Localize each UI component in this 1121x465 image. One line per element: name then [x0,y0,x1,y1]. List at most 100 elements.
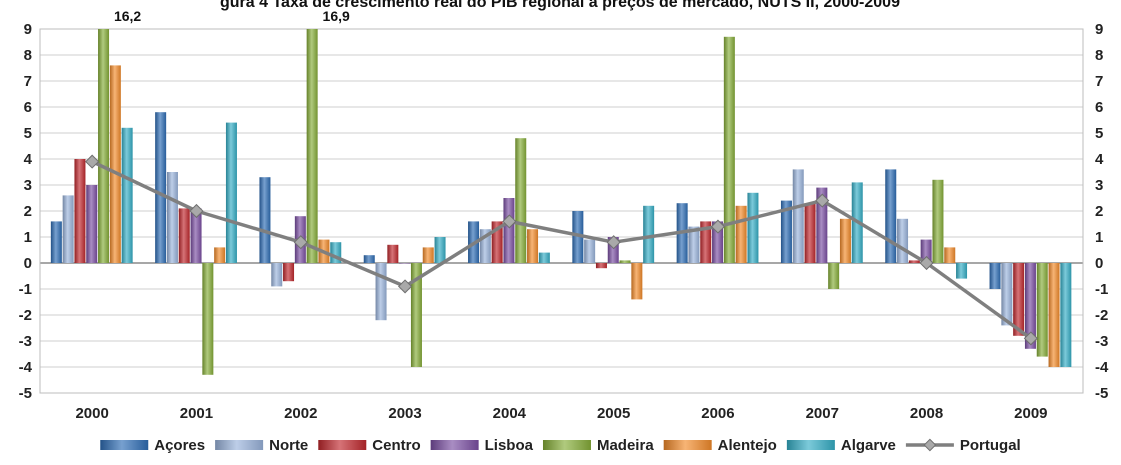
y-tick-label-right: 2 [1095,203,1103,220]
bar-centro-2009 [1013,263,1025,336]
bar-madeira-2002 [306,29,318,263]
bar-norte-2004 [479,229,491,263]
marker-portugal-2001 [189,203,204,219]
y-tick-label-right: 9 [1095,21,1103,38]
bar-alentejo-2006 [735,205,747,263]
bar-acores-2003 [363,255,375,263]
bar-centro-2006 [700,221,712,263]
bar-centro-2001 [178,208,190,263]
legend-label-algarve: Algarve [841,437,896,454]
bar-norte-2007 [792,169,804,263]
x-tick-label: 2004 [493,405,527,422]
legend-swatch-algarve [786,440,835,450]
legend-marker-portugal [923,438,937,452]
x-tick-label: 2003 [388,405,421,422]
bar-madeira-2008 [932,179,944,263]
bar-alentejo-2007 [839,218,851,263]
y-tick-label-left: -4 [19,359,33,376]
bar-lisboa-2004 [503,198,515,263]
y-tick-label-left: -3 [19,333,32,350]
y-tick-label-left: -5 [19,385,32,402]
legend-label-norte: Norte [269,437,308,454]
bar-alentejo-2001 [214,247,226,263]
bar-lisboa-2000 [86,185,98,263]
y-tick-label-left: 5 [24,125,32,142]
y-tick-label-right: 4 [1095,151,1104,168]
marker-portugal-2000 [85,154,100,169]
bar-lisboa-2007 [816,187,828,263]
legend-swatch-acores [100,440,149,450]
x-tick-label: 2001 [180,405,213,422]
legend-label-lisboa: Lisboa [485,437,534,454]
bar-madeira-2007 [828,263,840,289]
y-tick-label-left: 9 [24,21,32,38]
bar-norte-2006 [688,226,700,263]
legend-swatch-madeira [542,440,591,450]
bar-algarve-2003 [434,237,446,263]
bar-lisboa-2001 [190,208,202,263]
bar-acores-2009 [989,263,1001,289]
marker-portugal-2002 [293,235,308,250]
marker-portugal-2003 [397,279,413,294]
y-tick-label-right: 5 [1095,125,1103,142]
bar-algarve-2008 [956,263,968,279]
y-tick-label-right: -2 [1095,307,1108,324]
bar-centro-2004 [491,221,503,263]
x-tick-label: 2009 [1014,405,1047,422]
y-tick-label-right: 0 [1095,255,1103,272]
y-tick-label-right: -5 [1095,385,1108,402]
y-tick-label-right: 1 [1095,229,1103,246]
bar-acores-2001 [155,112,167,263]
legend-swatch-lisboa [430,440,479,450]
bar-alentejo-2005 [631,263,643,300]
bar-alentejo-2000 [109,65,121,264]
bar-centro-2007 [804,203,816,263]
bar-lisboa-2008 [920,239,932,263]
bar-norte-2002 [271,263,283,287]
bar-norte-2005 [584,239,596,263]
bar-acores-2005 [572,211,584,263]
bar-lisboa-2005 [607,237,619,263]
bar-centro-2005 [595,263,607,269]
bar-centro-2002 [283,263,295,282]
bar-alentejo-2003 [422,247,434,263]
bar-centro-2008 [908,260,920,263]
bar-norte-2009 [1001,263,1013,326]
bar-norte-2001 [166,172,178,263]
bar-madeira-2003 [410,263,422,367]
y-tick-label-right: -3 [1095,333,1108,350]
y-tick-label-right: 6 [1095,99,1103,116]
y-tick-label-left: -2 [19,307,32,324]
line-portugal [91,160,1032,340]
legend-label-acores: Açores [154,437,205,454]
y-tick-label-left: 6 [24,99,32,116]
bar-lisboa-2006 [712,221,724,263]
marker-portugal-2005 [606,235,621,250]
bar-algarve-2000 [121,127,133,263]
bar-lisboa-2009 [1024,263,1036,349]
x-tick-label: 2002 [284,405,317,422]
legend-swatch-norte [215,440,264,450]
bar-algarve-2001 [225,122,237,263]
y-tick-label-right: -1 [1095,281,1108,298]
y-tick-label-right: 3 [1095,177,1103,194]
y-tick-label-right: -4 [1095,359,1109,376]
bar-algarve-2004 [538,252,550,263]
legend-label-alentejo: Alentejo [718,437,777,454]
marker-portugal-2008 [919,255,934,271]
marker-portugal-2009 [1023,331,1038,346]
y-tick-label-left: 3 [24,177,32,194]
bar-madeira-2006 [723,36,735,263]
legend-swatch-alentejo [663,440,712,450]
bar-madeira-2009 [1036,263,1048,357]
y-tick-label-left: 1 [24,229,32,246]
bar-madeira-2000 [98,29,110,263]
data-label-madeira-2000: 16,2 [114,8,141,24]
marker-portugal-2004 [502,214,517,229]
legend-swatch-centro [318,440,367,450]
bar-alentejo-2008 [944,247,956,263]
x-tick-label: 2000 [75,405,108,422]
bar-centro-2003 [387,244,399,263]
